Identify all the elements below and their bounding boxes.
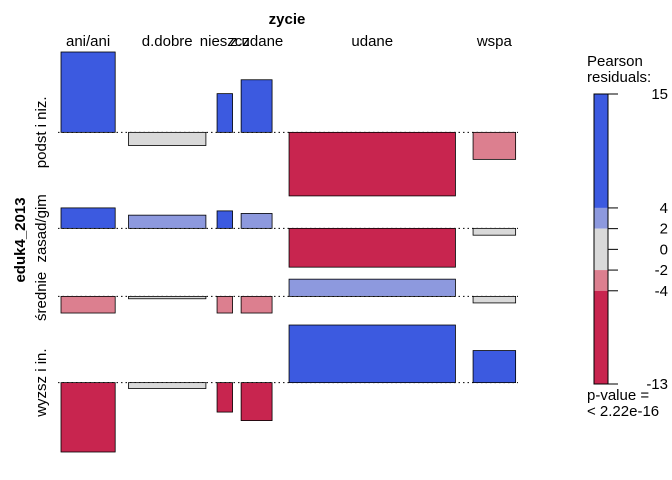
residual-bar (128, 295, 207, 300)
residual-bars (60, 51, 517, 453)
legend-tick-label: -4 (655, 283, 668, 300)
legend-band (594, 94, 608, 208)
legend-title-line2: residuals: (587, 69, 651, 86)
residual-bar (60, 51, 116, 133)
legend: Pearson residuals: 15 4 2 0 -2 -4 -13 p-value … (587, 53, 668, 420)
legend-band (594, 290, 608, 384)
legend-band (594, 228, 608, 271)
residual-bar (216, 295, 233, 314)
legend-frame (593, 93, 609, 385)
column-label: udane (351, 33, 393, 50)
residual-bar (60, 382, 116, 453)
residual-bar (240, 213, 273, 229)
row-labels: podst i niz. zasad/gim średnie wyzsz i in. (33, 96, 50, 417)
column-label: wspa (476, 33, 513, 50)
residual-bar (60, 207, 116, 229)
residual-bar (128, 131, 207, 146)
legend-tick-label: 15 (651, 86, 668, 103)
row-variable-label: eduk4_2013 (12, 197, 29, 282)
legend-tick-label: -13 (646, 376, 668, 393)
residual-bar (472, 227, 517, 236)
residual-bar (216, 93, 233, 133)
legend-tick-label: 0 (660, 241, 668, 258)
residual-bar (288, 324, 456, 384)
residual-bar (128, 214, 207, 229)
residual-bar (240, 382, 273, 421)
residual-bar (60, 295, 116, 314)
legend-tick-label: 2 (660, 221, 668, 238)
legend-title-line1: Pearson (587, 53, 643, 70)
legend-band (594, 207, 608, 229)
residual-bar (472, 350, 517, 384)
residual-bar (472, 295, 517, 304)
column-label: z.udane (230, 33, 283, 50)
residual-bar (128, 382, 207, 389)
pvalue-line2: < 2.22e-16 (587, 403, 659, 420)
residual-bar (240, 79, 273, 133)
residual-bar (288, 131, 456, 197)
row-label: wyzsz i in. (33, 348, 50, 417)
legend-tick-label: 4 (660, 200, 668, 217)
residual-bar (216, 382, 233, 413)
column-label: nieszcz (200, 33, 250, 50)
residual-bar (472, 131, 517, 160)
column-label: d.dobre (142, 33, 193, 50)
residual-bar (240, 295, 273, 314)
chart-title: zycie (269, 11, 306, 28)
residual-bar (288, 278, 456, 297)
pvalue-line1: p-value = (587, 387, 649, 404)
legend-tick-label: -2 (655, 262, 668, 279)
legend-band (594, 270, 608, 291)
legend-color-bar (593, 93, 609, 385)
row-label: średnie (33, 272, 50, 321)
residual-bar (216, 210, 233, 229)
legend-ticks: 15 4 2 0 -2 -4 -13 (608, 86, 668, 393)
residual-bar (288, 227, 456, 268)
row-label: zasad/gim (33, 194, 50, 262)
row-label: podst i niz. (33, 96, 50, 168)
column-label: ani/ani (66, 33, 110, 50)
